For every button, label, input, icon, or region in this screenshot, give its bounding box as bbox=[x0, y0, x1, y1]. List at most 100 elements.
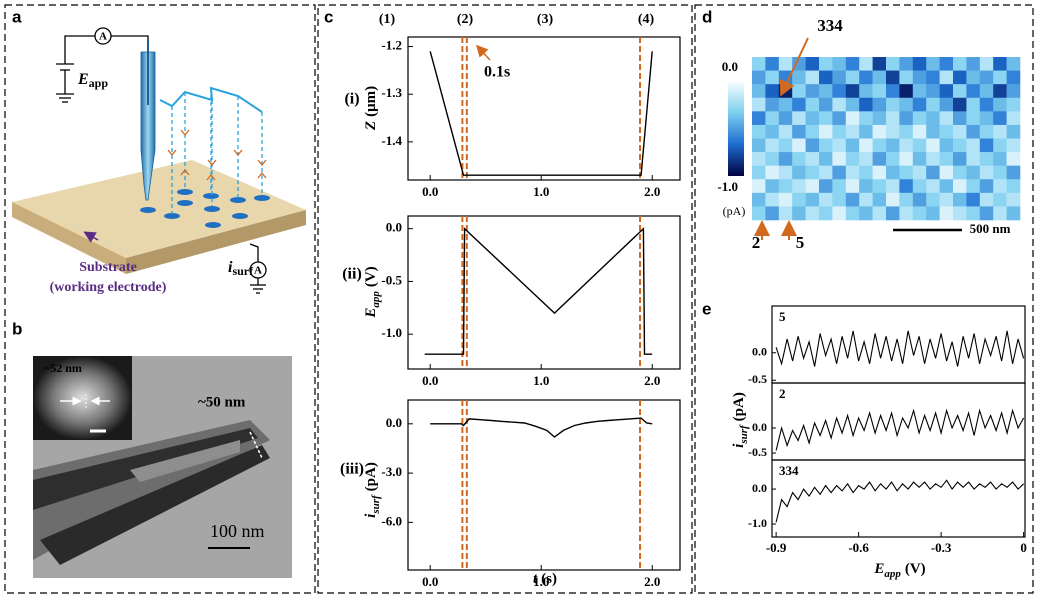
heatmap-cell bbox=[832, 57, 847, 71]
row-label: (i) bbox=[344, 91, 359, 108]
heatmap-cell bbox=[926, 206, 940, 221]
heatmap-cell bbox=[979, 152, 994, 166]
x-tick-label: 0.0 bbox=[422, 373, 438, 388]
symbol: E bbox=[363, 308, 379, 319]
panel-label: e bbox=[702, 299, 711, 318]
heatmap-cell bbox=[792, 192, 806, 207]
heatmap-cell bbox=[765, 97, 780, 112]
x-tick-label: -0.6 bbox=[848, 540, 869, 555]
heatmap-cell bbox=[872, 138, 887, 153]
heatmap-cell bbox=[859, 57, 873, 71]
row-label: (iii) bbox=[340, 461, 364, 478]
heatmap-cell bbox=[953, 206, 967, 221]
heatmap-cell bbox=[953, 192, 967, 207]
heatmap-cell bbox=[993, 152, 1007, 166]
heatmap-cell bbox=[859, 165, 873, 180]
heatmap-cell bbox=[819, 84, 833, 99]
heatmap-cell bbox=[966, 111, 981, 126]
heatmap-cell bbox=[752, 165, 766, 180]
y-tick-label: 0.0 bbox=[752, 345, 767, 359]
heatmap-cell bbox=[953, 84, 967, 99]
axis-label: Eapp (V) bbox=[873, 561, 925, 579]
heatmap-cell bbox=[899, 97, 914, 112]
heatmap-cell bbox=[765, 192, 780, 207]
heatmap-cell bbox=[912, 111, 927, 126]
heatmap-cell bbox=[979, 179, 994, 194]
heatmap-cell bbox=[778, 138, 793, 153]
heatmap-cell bbox=[819, 165, 833, 180]
y-tick-label: 0.0 bbox=[386, 220, 402, 235]
heatmap-cell bbox=[966, 124, 981, 139]
heatmap-cell bbox=[832, 111, 847, 126]
heatmap-cell bbox=[886, 138, 900, 153]
x-tick-label: 0.0 bbox=[422, 574, 438, 589]
heatmap-cell bbox=[912, 84, 927, 99]
heatmap-cell bbox=[832, 70, 847, 85]
heatmap-cell bbox=[859, 97, 873, 112]
heatmap-cell bbox=[752, 152, 766, 166]
symbol: Z bbox=[363, 121, 379, 131]
heatmap-cell bbox=[765, 57, 780, 71]
heatmap-cell bbox=[966, 192, 981, 207]
axis-label: Z (μm) bbox=[363, 86, 379, 131]
heatmap-cell bbox=[926, 70, 940, 85]
heatmap-cell bbox=[805, 124, 820, 139]
data-line bbox=[775, 479, 1024, 523]
inset-size: ~52 nm bbox=[44, 361, 82, 375]
heatmap-cell bbox=[912, 138, 927, 153]
heatmap-cell bbox=[899, 111, 914, 126]
heatmap-cell bbox=[953, 97, 967, 112]
heatmap-cell bbox=[926, 179, 940, 194]
heatmap-cell bbox=[886, 124, 900, 139]
subscript: app bbox=[89, 76, 109, 90]
heatmap-cell bbox=[979, 84, 994, 99]
heatmap-cell bbox=[939, 165, 954, 180]
unit: (s) bbox=[541, 571, 557, 587]
voltage-label: Eapp bbox=[77, 71, 108, 90]
heatmap-cell bbox=[939, 138, 954, 153]
heatmap-cell bbox=[845, 179, 860, 194]
heatmap-cell bbox=[899, 152, 914, 166]
heatmap-cell bbox=[926, 138, 940, 153]
heatmap-cell bbox=[939, 192, 954, 207]
ammeter-label: A bbox=[254, 265, 262, 277]
heatmap-cell bbox=[792, 206, 806, 221]
heatmap-cell bbox=[899, 84, 914, 99]
x-tick-label: 1.0 bbox=[533, 373, 549, 388]
heatmap-cell bbox=[886, 70, 900, 85]
heatmap-cell bbox=[912, 206, 927, 221]
heatmap-cell bbox=[886, 179, 900, 194]
colorbar bbox=[728, 80, 744, 176]
heatmap-cell bbox=[859, 206, 873, 221]
symbol: i bbox=[363, 513, 379, 518]
y-tick-label: -1.3 bbox=[381, 85, 402, 100]
annotation: 5 bbox=[796, 233, 805, 252]
y-tick-label: -1.2 bbox=[381, 38, 402, 53]
heatmap-cell bbox=[1006, 165, 1021, 180]
heatmap-cell bbox=[872, 152, 887, 166]
heatmap-cell bbox=[939, 124, 954, 139]
panel-label: a bbox=[12, 7, 22, 26]
heatmap-cell bbox=[953, 138, 967, 153]
x-tick-label: 0 bbox=[1020, 540, 1027, 555]
heatmap-cell bbox=[845, 206, 860, 221]
annotation-arrow bbox=[475, 44, 491, 61]
heatmap-cell bbox=[993, 124, 1007, 139]
scale-bar-label: 500 nm bbox=[970, 221, 1011, 236]
data-line bbox=[430, 417, 653, 438]
heatmap-cell bbox=[805, 179, 820, 194]
heatmap-cell bbox=[778, 179, 793, 194]
unit: (V) bbox=[905, 561, 926, 577]
heatmap-cell bbox=[832, 192, 847, 207]
scale-bar-label: 100 nm bbox=[210, 521, 265, 541]
panel-label: d bbox=[702, 7, 712, 26]
heatmap-cell bbox=[899, 192, 914, 207]
heatmap-cell bbox=[819, 206, 833, 221]
subscript: surf bbox=[370, 494, 382, 515]
plot-frame bbox=[771, 459, 1026, 538]
panel-label: b bbox=[12, 319, 22, 338]
heatmap-cell bbox=[765, 138, 780, 153]
heatmap-cell bbox=[778, 206, 793, 221]
heatmap-cell bbox=[1006, 70, 1021, 85]
